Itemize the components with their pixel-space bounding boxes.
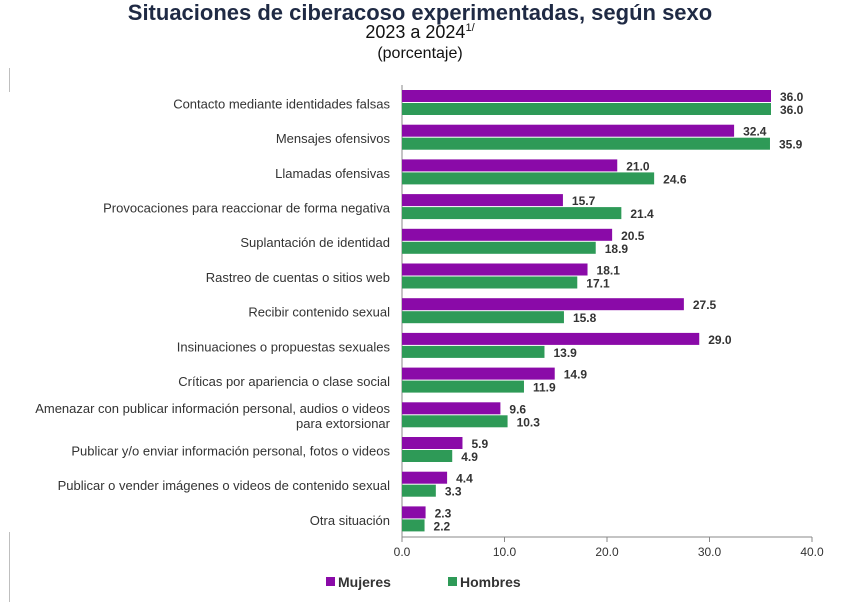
- category-label: Rastreo de cuentas o sitios web: [206, 270, 390, 285]
- value-label-mujeres: 32.4: [743, 125, 767, 139]
- x-tick-label: 30.0: [698, 545, 722, 559]
- value-label-hombres: 15.8: [573, 311, 597, 325]
- value-label-mujeres: 14.9: [564, 368, 588, 382]
- x-tick-label: 10.0: [493, 545, 517, 559]
- bar-hombres: [402, 484, 436, 497]
- category-label: Contacto mediante identidades falsas: [173, 96, 390, 111]
- footnote-mark: 1/: [465, 22, 475, 34]
- bar-mujeres: [402, 332, 700, 345]
- bar-hombres: [402, 207, 622, 220]
- value-label-hombres: 35.9: [779, 138, 803, 152]
- bar-mujeres: [402, 506, 426, 519]
- value-label-mujeres: 2.3: [435, 506, 452, 520]
- bar-hombres: [402, 415, 508, 428]
- value-label-hombres: 2.2: [434, 519, 451, 533]
- value-label-mujeres: 21.0: [626, 159, 650, 173]
- chart-title: Situaciones de ciberacoso experimentadas…: [127, 0, 713, 25]
- value-label-mujeres: 36.0: [780, 90, 804, 104]
- bar-mujeres: [402, 437, 463, 449]
- x-tick-label: 20.0: [595, 545, 619, 559]
- category-label: Publicar o vender imágenes o videos de c…: [58, 478, 391, 493]
- x-tick-label: 0.0: [394, 545, 411, 559]
- bar-mujeres: [402, 228, 613, 241]
- legend-swatch-hombres: [448, 577, 457, 586]
- category-label: Amenazar con publicar información person…: [35, 401, 390, 416]
- bar-mujeres: [402, 471, 448, 484]
- value-label-mujeres: 29.0: [708, 333, 732, 347]
- value-label-hombres: 24.6: [663, 172, 687, 186]
- frame-line-bottom: [9, 532, 10, 602]
- bar-hombres: [402, 345, 545, 358]
- value-label-hombres: 17.1: [586, 277, 610, 291]
- value-label-mujeres: 9.6: [509, 402, 526, 416]
- bar-mujeres: [402, 402, 501, 415]
- x-tick-label: 40.0: [800, 545, 824, 559]
- chart-subtitle: 2023 a 20241/: [0, 22, 840, 43]
- value-label-mujeres: 27.5: [693, 298, 717, 312]
- category-label: Suplantación de identidad: [240, 235, 390, 250]
- category-label: para extorsionar: [296, 416, 391, 431]
- legend-label-mujeres: Mujeres: [338, 574, 391, 590]
- value-label-hombres: 10.3: [517, 415, 541, 429]
- legend-swatch-mujeres: [326, 577, 335, 586]
- value-label-hombres: 11.9: [533, 381, 556, 395]
- bar-mujeres: [402, 367, 555, 380]
- value-label-mujeres: 4.4: [456, 472, 473, 486]
- bar-mujeres: [402, 90, 771, 102]
- bar-mujeres: [402, 124, 735, 137]
- value-label-hombres: 18.9: [605, 242, 629, 256]
- bar-hombres: [402, 172, 655, 185]
- subtitle-years: 2023 a 2024: [365, 22, 466, 42]
- bar-hombres: [402, 103, 771, 115]
- category-label: Insinuaciones o propuestas sexuales: [177, 339, 391, 354]
- bar-mujeres: [402, 263, 588, 276]
- category-label: Otra situación: [310, 513, 390, 528]
- value-label-hombres: 13.9: [553, 346, 577, 360]
- category-label: Publicar y/o enviar información personal…: [71, 443, 390, 458]
- value-label-hombres: 3.3: [445, 485, 462, 499]
- value-label-hombres: 4.9: [461, 450, 478, 464]
- value-label-hombres: 21.4: [630, 207, 654, 221]
- value-label-mujeres: 18.1: [597, 264, 621, 278]
- frame-line-top: [9, 68, 10, 92]
- bar-mujeres: [402, 194, 563, 207]
- category-label: Llamadas ofensivas: [275, 166, 390, 181]
- category-label: Críticas por apariencia o clase social: [178, 374, 390, 389]
- value-label-mujeres: 15.7: [572, 194, 596, 208]
- bar-hombres: [402, 380, 524, 393]
- bar-hombres: [402, 276, 578, 289]
- value-label-mujeres: 5.9: [471, 437, 488, 451]
- value-label-hombres: 36.0: [780, 103, 804, 117]
- value-label-mujeres: 20.5: [621, 229, 645, 243]
- bar-mujeres: [402, 159, 618, 172]
- category-label: Recibir contenido sexual: [248, 305, 390, 320]
- category-label: Mensajes ofensivos: [276, 131, 391, 146]
- bar-hombres: [402, 137, 770, 150]
- chart-units: (porcentaje): [377, 45, 463, 62]
- legend-label-hombres: Hombres: [460, 574, 521, 590]
- bar-mujeres: [402, 298, 684, 311]
- bar-hombres: [402, 450, 453, 462]
- bar-hombres: [402, 519, 425, 532]
- category-label: Provocaciones para reaccionar de forma n…: [103, 200, 391, 215]
- bar-hombres: [402, 311, 564, 324]
- bar-hombres: [402, 241, 596, 254]
